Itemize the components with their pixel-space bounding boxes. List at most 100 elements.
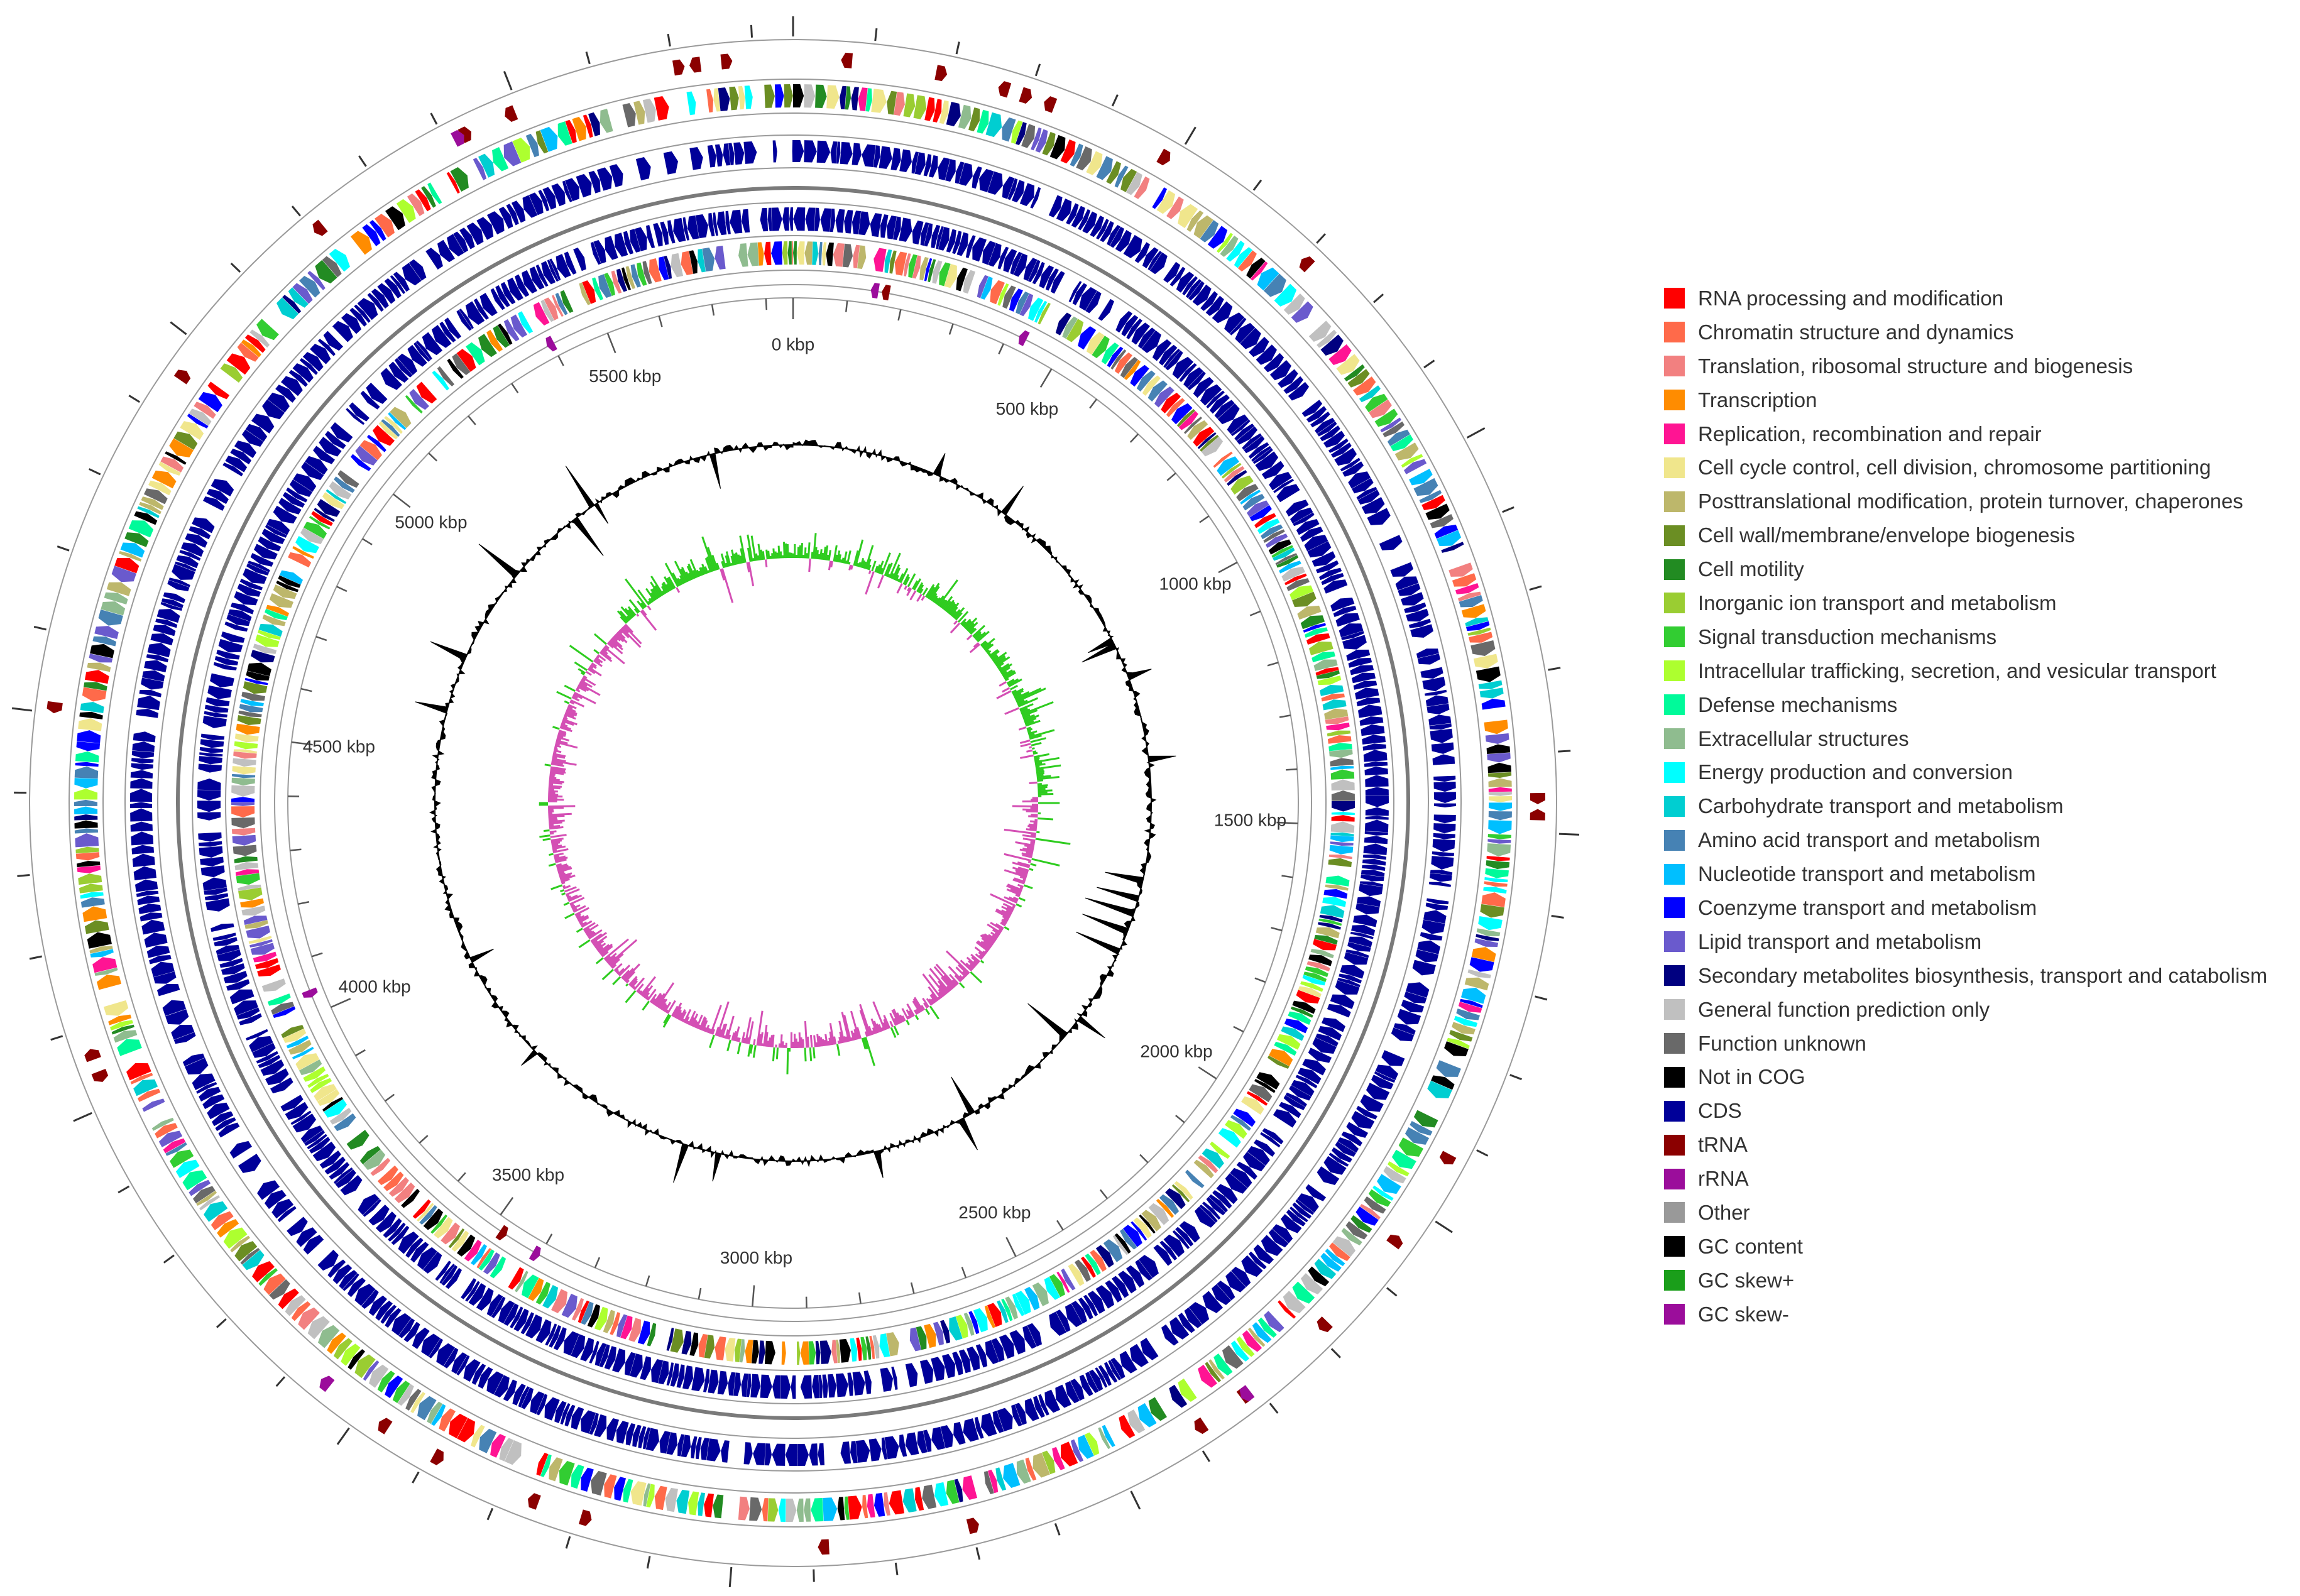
gc-skew-negative-bar [549, 826, 564, 830]
cog-gene-arrow [604, 273, 615, 296]
cds-arrow [130, 802, 153, 809]
gc-skew-positive-bar [689, 559, 699, 578]
cog-gene-arrow [1308, 1266, 1330, 1287]
cog-gene-arrow [822, 242, 827, 266]
gc-skew-negative-bar [558, 730, 567, 734]
cog-gene-arrow [818, 242, 823, 266]
cog-gene-arrow [1147, 380, 1168, 402]
gc-skew-negative-bar [684, 1016, 690, 1024]
cog-gene-arrow [887, 90, 897, 115]
trna-marker [173, 369, 191, 385]
cds-arrow [1240, 327, 1261, 349]
cds-arrow [946, 229, 956, 253]
gc-skew-negative-bar [899, 1014, 905, 1022]
cds-arrow [237, 583, 261, 597]
cog-gene-arrow [1141, 1210, 1161, 1232]
trna-marker [378, 1418, 393, 1435]
rrna-marker [545, 336, 557, 352]
gc-skew-negative-bar [965, 962, 974, 971]
gc-skew-negative-bar [689, 1017, 695, 1026]
cog-gene-arrow [1476, 934, 1499, 941]
cog-gene-arrow [977, 109, 989, 134]
gc-skew-negative-bar [567, 894, 578, 901]
cog-gene-arrow [265, 608, 288, 621]
cds-arrow [1361, 870, 1385, 877]
cds-arrow [264, 1189, 287, 1210]
cog-gene-arrow [233, 844, 257, 856]
gc-skew-negative-bar [1015, 841, 1035, 847]
cog-gene-arrow [163, 1138, 186, 1154]
cog-gene-arrow [1252, 1322, 1272, 1343]
cds-arrow [402, 263, 422, 286]
cog-gene-arrow [1198, 1155, 1218, 1174]
gc-skew-negative-bar [554, 744, 562, 748]
cds-arrow [324, 1156, 346, 1175]
cog-gene-arrow [987, 1303, 1002, 1327]
gc-skew-positive-bar [866, 559, 872, 570]
legend-item: Transcription [1664, 383, 2292, 417]
cog-gene-arrow [851, 87, 859, 111]
gc-skew-positive-bar [750, 1044, 753, 1054]
gc-skew-negative-bar [871, 1030, 875, 1035]
cog-gene-arrow [1312, 652, 1335, 663]
outer-tick [336, 1427, 350, 1445]
cds-arrow [1328, 1152, 1349, 1167]
gc-skew-negative-bar [809, 1035, 813, 1047]
cog-gene-arrow [173, 431, 198, 451]
gc-skew-positive-bar [725, 555, 730, 567]
gc-skew-positive-bar [699, 567, 704, 576]
cds-arrow [1066, 203, 1079, 225]
gc-skew-negative-bar [975, 953, 983, 960]
axis-tick [1218, 561, 1238, 574]
cog-gene-arrow [423, 1208, 444, 1230]
cds-arrow [163, 592, 185, 603]
cog-gene-arrow [492, 147, 509, 172]
gc-skew-negative-bar [640, 610, 657, 631]
cog-gene-arrow [1330, 832, 1354, 837]
cds-arrow [1049, 1311, 1066, 1336]
cds-arrow [1138, 1255, 1159, 1278]
gc-skew-negative-bar [983, 933, 996, 943]
gc-skew-negative-bar [1022, 834, 1036, 838]
cog-gene-arrow [616, 268, 628, 292]
cog-gene-arrow [137, 1088, 161, 1102]
cds-arrow [868, 1438, 882, 1462]
cds-arrow [1320, 425, 1340, 442]
cog-gene-arrow [249, 329, 270, 348]
gc-skew-positive-bar [637, 600, 645, 609]
gc-skew-negative-bar [644, 992, 650, 999]
gc-skew-negative-bar [848, 564, 852, 571]
cog-gene-arrow [383, 1171, 404, 1191]
cog-gene-arrow [1481, 699, 1506, 710]
cog-gene-arrow [410, 1392, 425, 1414]
gc-skew-positive-bar [972, 625, 985, 638]
cds-arrow [1241, 1255, 1263, 1277]
cog-gene-arrow [1308, 954, 1332, 966]
cds-arrow [844, 210, 853, 234]
cds-arrow [1362, 743, 1387, 751]
gc-skew-negative-bar [889, 1012, 897, 1026]
cds-arrow [1400, 592, 1424, 606]
gc-skew-negative-bar [591, 662, 597, 667]
gc-skew-positive-bar [861, 1037, 867, 1050]
cds-arrow [852, 1371, 865, 1396]
outer-tick [975, 1547, 981, 1560]
cog-gene-arrow [283, 1029, 307, 1043]
cds-arrow [453, 231, 469, 253]
gc-skew-positive-bar [676, 577, 682, 586]
cds-arrow [1365, 795, 1389, 807]
cds-arrow [1253, 1139, 1275, 1157]
cog-gene-arrow [1456, 1008, 1480, 1020]
cog-gene-arrow [614, 1477, 627, 1501]
cds-arrow [1289, 1085, 1312, 1101]
gc-skew-negative-bar [633, 977, 645, 990]
cog-gene-arrow [1257, 267, 1279, 291]
cog-gene-arrow [1488, 796, 1512, 802]
gc-skew-positive-bar [1002, 669, 1013, 677]
cog-gene-arrow [427, 1401, 443, 1424]
cog-gene-arrow [1237, 250, 1257, 272]
gc-skew-negative-bar [650, 998, 656, 1004]
cog-gene-arrow [552, 295, 564, 317]
cog-gene-arrow [1102, 1424, 1115, 1447]
legend-swatch [1664, 762, 1685, 783]
